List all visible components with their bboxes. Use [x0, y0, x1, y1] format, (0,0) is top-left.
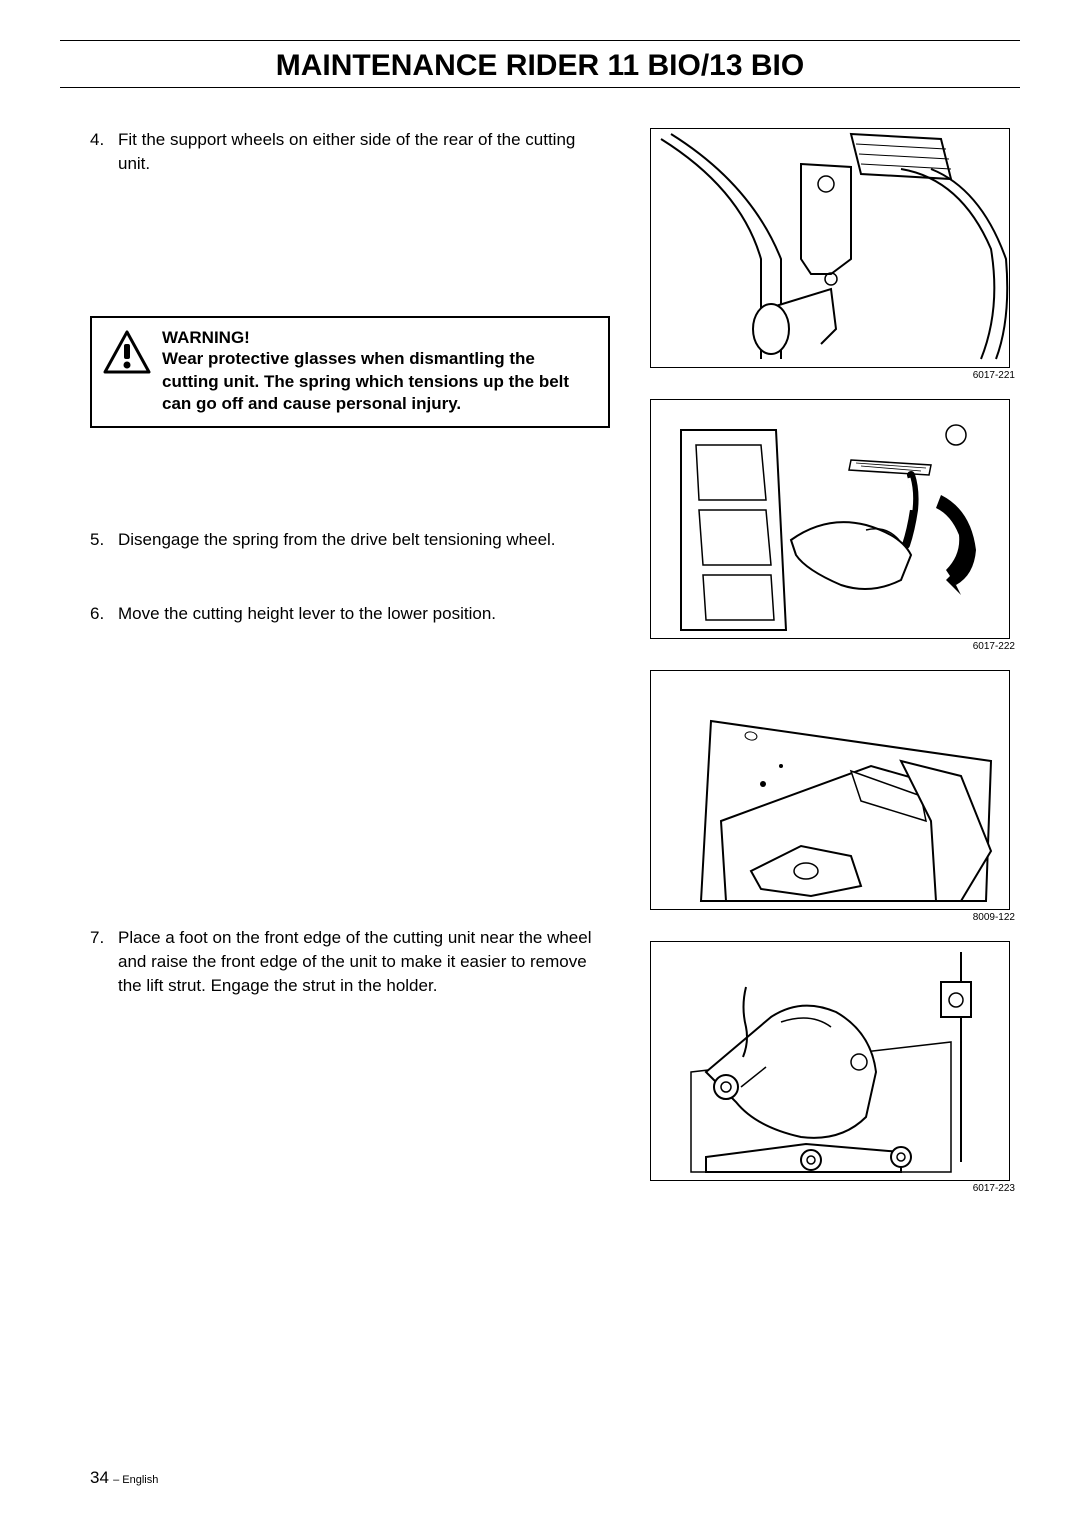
step-number: 5. — [90, 528, 118, 552]
step-text: Place a foot on the front edge of the cu… — [118, 926, 610, 997]
figure-3: 8009-122 — [650, 670, 1020, 923]
warning-box: WARNING! Wear protective glasses when di… — [90, 316, 610, 429]
left-column: 4. Fit the support wheels on either side… — [60, 128, 620, 1212]
step-text: Move the cutting height lever to the low… — [118, 602, 610, 626]
page-language: – English — [113, 1474, 158, 1486]
figure-1-caption: 6017-221 — [650, 370, 1020, 381]
step-7: 7. Place a foot on the front edge of the… — [90, 926, 610, 997]
warning-body: Wear protective glasses when dismantling… — [162, 348, 594, 417]
step-4: 4. Fit the support wheels on either side… — [90, 128, 610, 176]
figure-1-image — [650, 128, 1010, 368]
content-area: 4. Fit the support wheels on either side… — [60, 128, 1020, 1212]
step-number: 6. — [90, 602, 118, 626]
page-footer: 34 – English — [90, 1468, 158, 1488]
figure-2: 6017-222 — [650, 399, 1020, 652]
step-5: 5. Disengage the spring from the drive b… — [90, 528, 610, 552]
page-number: 34 — [90, 1468, 109, 1487]
warning-heading: WARNING! — [162, 328, 594, 348]
figure-4-image — [650, 941, 1010, 1181]
step-text: Disengage the spring from the drive belt… — [118, 528, 610, 552]
step-6: 6. Move the cutting height lever to the … — [90, 602, 610, 626]
warning-text: WARNING! Wear protective glasses when di… — [162, 318, 608, 427]
step-number: 7. — [90, 926, 118, 997]
figure-3-image — [650, 670, 1010, 910]
warning-triangle-icon — [102, 330, 152, 375]
step-number: 4. — [90, 128, 118, 176]
page-title: MAINTENANCE RIDER 11 BIO/13 BIO — [60, 49, 1020, 83]
header-rule-top — [60, 40, 1020, 41]
warning-icon-cell — [92, 318, 162, 427]
header-rule-bottom — [60, 87, 1020, 88]
figure-4: 6017-223 — [650, 941, 1020, 1194]
figure-3-caption: 8009-122 — [650, 912, 1020, 923]
figure-4-caption: 6017-223 — [650, 1183, 1020, 1194]
right-column: 6017-221 — [650, 128, 1020, 1212]
figure-2-caption: 6017-222 — [650, 641, 1020, 652]
figure-2-image — [650, 399, 1010, 639]
figure-1: 6017-221 — [650, 128, 1020, 381]
step-text: Fit the support wheels on either side of… — [118, 128, 610, 176]
